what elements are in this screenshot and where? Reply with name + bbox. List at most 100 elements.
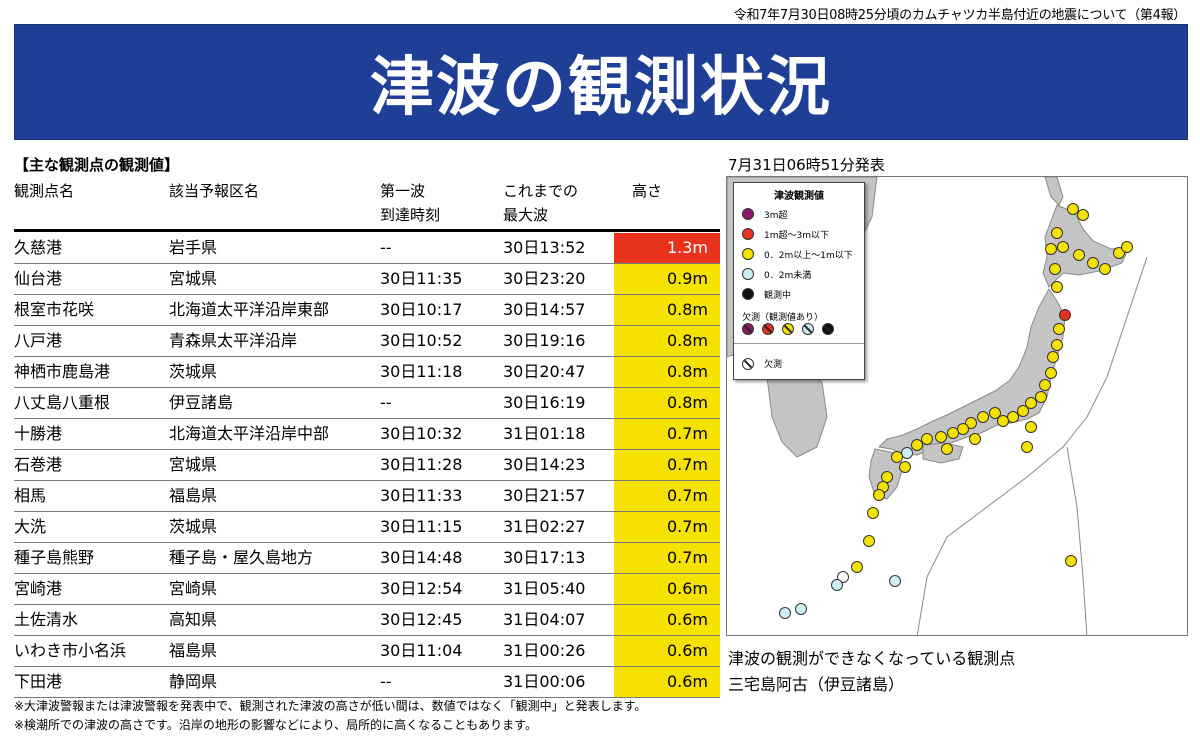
map-caption-line2: 三宅島阿古（伊豆諸島） [728,675,905,694]
table-row: 相馬 福島県 30日11:33 30日21:57 0.7m [14,481,720,512]
legend-label: 観測中 [764,290,792,301]
max-wave-time: 30日14:57 [503,300,586,319]
legend-missing-dot [782,323,794,335]
max-wave-time: 31日02:27 [503,517,586,536]
station-marker [1099,263,1111,275]
station-marker [863,535,875,547]
legend-label: 1m超～3m以下 [764,230,829,241]
table-row: 土佐清水 高知県 30日12:45 31日04:07 0.6m [14,605,720,636]
legend-dot-over-3m [742,208,754,220]
page-title: 津波の観測状況 [370,51,832,125]
station-marker [1051,339,1063,351]
note-1: ※大津波警報または津波警報を発表中で、観測された津波の高さが低い間は、数値ではな… [14,699,647,713]
station-name: 種子島熊野 [14,548,95,567]
station-marker [977,411,989,423]
legend-label: 欠測 [764,360,783,370]
station-marker [989,407,1001,419]
forecast-region: 北海道太平洋沿岸中部 [169,424,330,443]
first-wave-time: 30日11:15 [380,517,463,536]
station-marker [1049,263,1061,275]
column-header-first-wave-1: 第一波 [380,182,426,200]
table-row: 神栖市鹿島港 茨城県 30日11:18 30日20:47 0.8m [14,357,720,388]
station-marker [831,579,843,591]
station-marker [873,489,885,501]
map-legend: 津波観測値 3m超 1m超～3m以下 0．2m以上～1m以下 0．2m未満 観測… [733,182,865,380]
table-notes: ※大津波警報または津波警報を発表中で、観測された津波の高さが低い間は、数値ではな… [14,697,646,735]
first-wave-time: 30日11:33 [380,486,463,505]
station-marker [889,575,901,587]
table-row: 十勝港 北海道太平洋沿岸中部 30日10:32 31日01:18 0.7m [14,419,720,450]
max-wave-time: 30日19:16 [503,331,586,350]
legend-no-observation-dot [742,357,754,370]
legend-label: 0．2m以上～1m以下 [764,250,853,261]
legend-dot-under-02m [742,268,754,280]
station-marker [997,415,1009,427]
station-name: 根室市花咲 [14,300,95,319]
station-marker [1047,351,1059,363]
station-marker [1039,379,1051,391]
station-marker [1073,249,1085,261]
station-name: 宮崎港 [14,579,63,598]
legend-label: 3m超 [764,210,788,221]
table-row: 八丈島八重根 伊豆諸島 -- 30日16:19 0.8m [14,388,720,419]
legend-missing-dot [822,323,834,335]
forecast-region: 北海道太平洋沿岸東部 [169,300,330,319]
title-banner: 津波の観測状況 [14,24,1188,140]
wave-height: 0.6m [614,636,720,666]
station-markers [779,203,1133,619]
station-marker [779,607,791,619]
station-marker [921,433,933,445]
station-marker [947,427,959,439]
station-marker [899,461,911,473]
first-wave-time: 30日11:28 [380,455,463,474]
legend-item-observing: 観測中 [742,287,791,301]
legend-item-02m-1m: 0．2m以上～1m以下 [742,247,853,261]
table-row: 仙台港 宮城県 30日11:35 30日23:20 0.9m [14,264,720,295]
first-wave-time: 30日10:52 [380,331,463,350]
max-wave-time: 31日00:26 [503,641,586,660]
map-issued-label: 7月31日06時51分発表 [728,156,885,174]
column-header-region: 該当予報区名 [169,182,260,200]
table-row: 下田港 静岡県 -- 31日00:06 0.6m [14,667,720,698]
wave-height: 0.8m [614,295,720,325]
wave-height: 0.8m [614,388,720,418]
first-wave-time: -- [380,393,392,412]
note-2: ※検潮所での津波の高さです。沿岸の地形の影響などにより、局所的に高くなることもあ… [14,718,537,732]
station-marker [941,443,953,455]
legend-missing-dot [802,323,814,335]
max-wave-time: 30日17:13 [503,548,586,567]
table-row: 根室市花咲 北海道太平洋沿岸東部 30日10:17 30日14:57 0.8m [14,295,720,326]
trench-line-izu [1066,446,1088,635]
forecast-region: 宮城県 [169,269,218,288]
sakhalin-shape [1044,177,1064,206]
station-marker [957,423,969,435]
station-marker [1035,391,1047,403]
station-marker [1121,241,1133,253]
legend-no-observation: 欠測 [742,357,782,370]
map-caption-line1: 津波の観測ができなくなっている観測点 [728,649,1016,668]
forecast-region: 種子島・屋久島地方 [169,548,314,567]
station-marker [851,561,863,573]
table-row: 大洗 茨城県 30日11:15 31日02:27 0.7m [14,512,720,543]
max-wave-time: 30日13:52 [503,238,586,257]
forecast-region: 伊豆諸島 [169,393,234,412]
forecast-region: 茨城県 [169,362,218,381]
first-wave-time: 30日12:54 [380,579,463,598]
wave-height: 0.6m [614,574,720,604]
first-wave-time: 30日11:18 [380,362,463,381]
report-subtitle: 令和7年7月30日08時25分頃のカムチャツカ半島付近の地震について（第4報） [733,8,1187,23]
station-marker [1057,241,1069,253]
forecast-region: 岩手県 [169,238,218,257]
station-marker [1045,243,1057,255]
table-row: 種子島熊野 種子島・屋久島地方 30日14:48 30日17:13 0.7m [14,543,720,574]
station-name: 十勝港 [14,424,63,443]
station-marker [911,439,923,451]
wave-height: 0.8m [614,357,720,387]
wave-height: 0.7m [614,419,720,449]
wave-height: 0.6m [614,605,720,635]
first-wave-time: 30日10:32 [380,424,463,443]
legend-dot-observing [742,288,754,300]
station-marker [1051,281,1063,293]
column-header-max-wave-1: これまでの [503,182,579,200]
wave-height: 1.3m [614,233,720,263]
